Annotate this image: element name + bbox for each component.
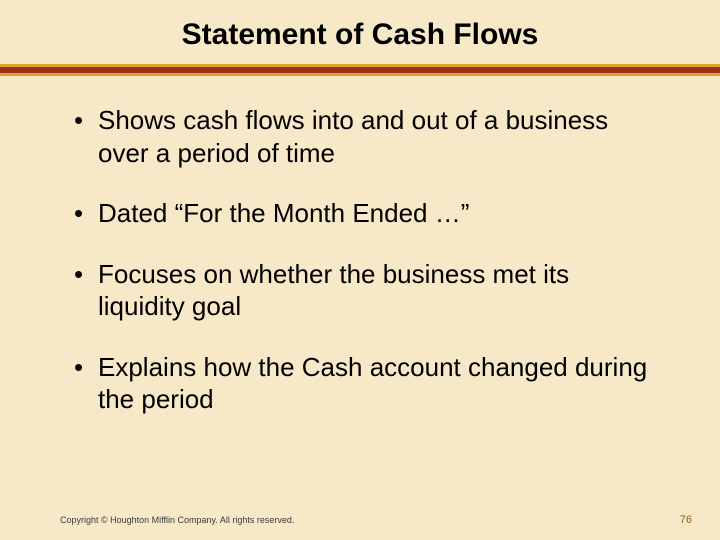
slide: Statement of Cash Flows Shows cash flows… <box>0 0 720 540</box>
bullet-list: Shows cash flows into and out of a busin… <box>70 104 660 416</box>
slide-title: Statement of Cash Flows <box>0 18 720 52</box>
list-item: Explains how the Cash account changed du… <box>70 351 660 416</box>
title-area: Statement of Cash Flows <box>0 0 720 64</box>
list-item: Dated “For the Month Ended …” <box>70 197 660 230</box>
list-item: Focuses on whether the business met its … <box>70 258 660 323</box>
footer: Copyright © Houghton Mifflin Company. Al… <box>0 514 720 526</box>
content-area: Shows cash flows into and out of a busin… <box>0 76 720 540</box>
page-number: 76 <box>680 514 692 526</box>
copyright-text: Copyright © Houghton Mifflin Company. Al… <box>60 515 294 525</box>
divider-bar <box>0 64 720 76</box>
list-item: Shows cash flows into and out of a busin… <box>70 104 660 169</box>
